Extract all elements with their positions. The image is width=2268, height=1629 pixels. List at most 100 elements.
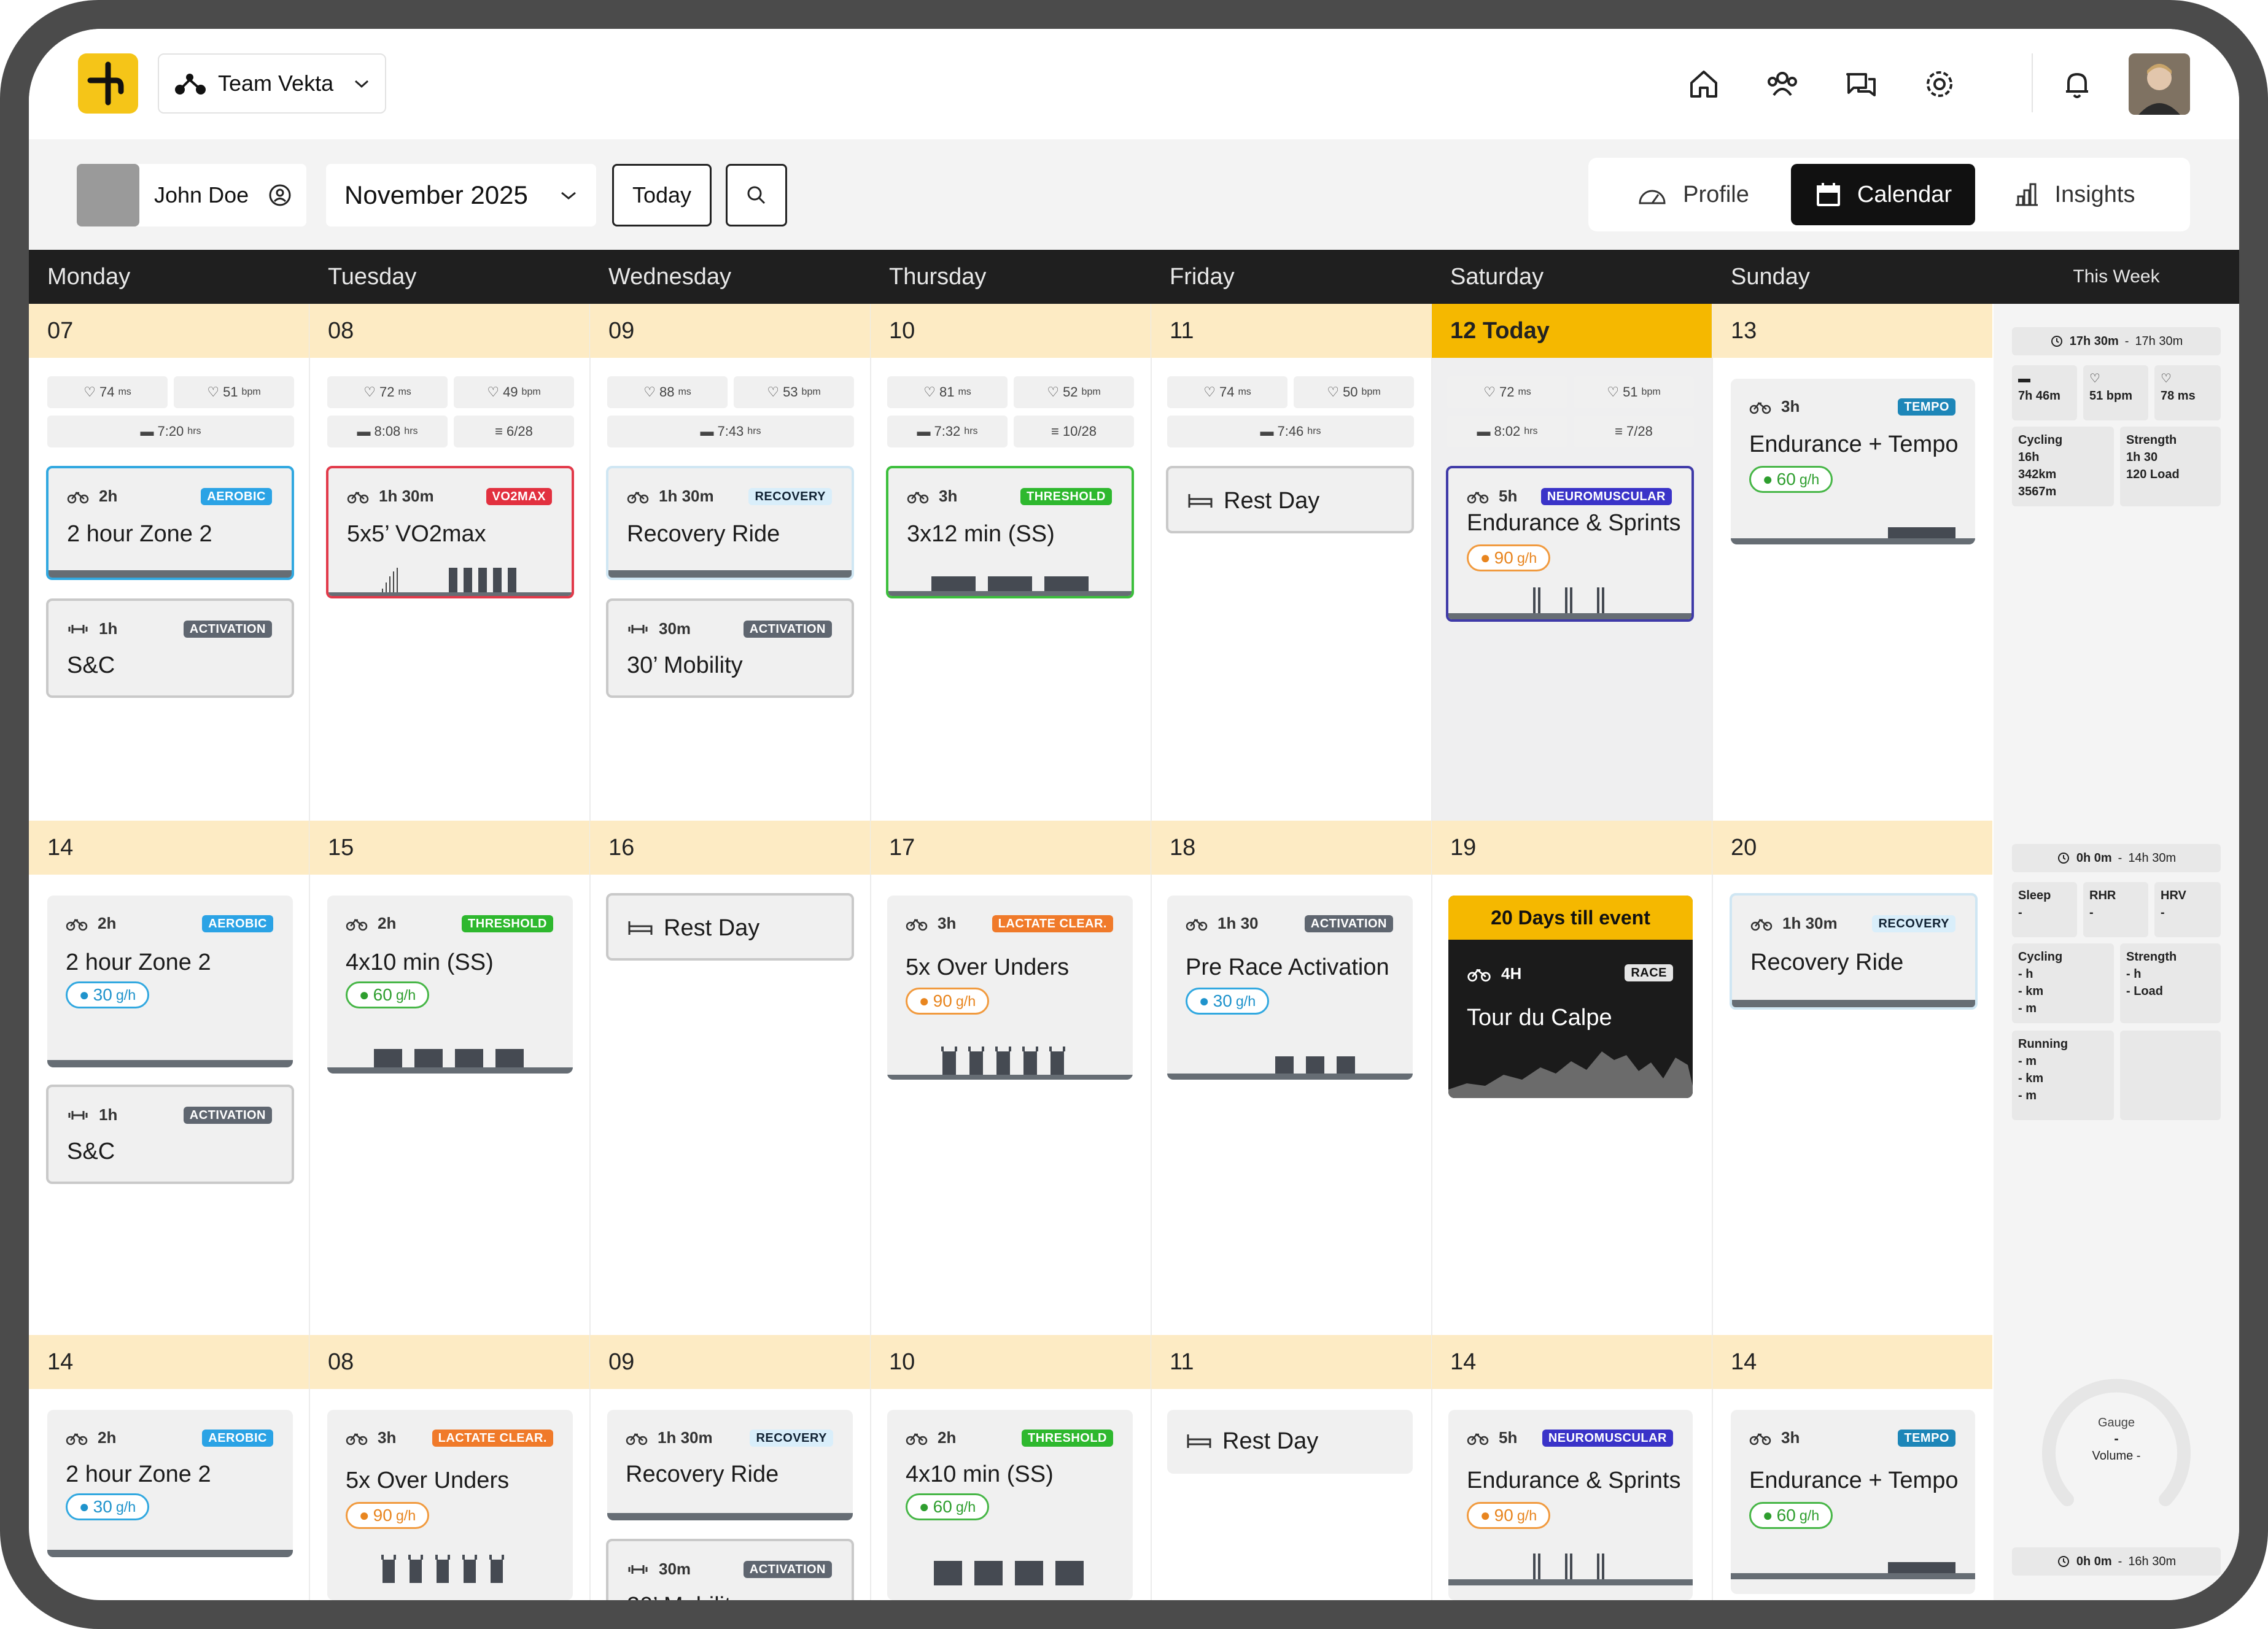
workout-card[interactable]: 2h AEROBIC 2 hour Zone 2 (46, 466, 294, 580)
week-cycling-box: Cycling - h - km - m (2012, 943, 2114, 1023)
workout-card[interactable]: 3h TEMPO Endurance + Tempo ● 60 g/h (1731, 379, 1975, 544)
date-cell[interactable]: 15 (309, 821, 589, 875)
user-avatar[interactable] (2129, 53, 2190, 115)
clock-icon (2057, 1556, 2069, 1567)
workout-card[interactable]: 3h THRESHOLD 3x12 min (SS) (886, 466, 1134, 598)
workout-card[interactable]: 5h NEUROMUSCULAR Endurance & Sprints ● 90… (1448, 1410, 1693, 1600)
date-cell[interactable]: 20 (1712, 821, 1992, 875)
date-cell[interactable]: 18 (1151, 821, 1431, 875)
date-cell[interactable]: 07 (29, 304, 309, 358)
date-cell[interactable]: 16 (590, 821, 870, 875)
date-cell[interactable]: 14 (29, 1335, 309, 1389)
column-divider (1151, 304, 1152, 1600)
workout-card[interactable]: 30m ACTIVATION 30’ Mobility (606, 1539, 854, 1600)
settings-icon[interactable] (1921, 66, 1958, 103)
chat-icon[interactable] (1843, 66, 1879, 103)
tab-calendar[interactable]: Calendar (1791, 164, 1975, 225)
workout-card[interactable]: 1h 30m RECOVERY Recovery Ride (607, 1410, 853, 1520)
workout-card[interactable]: 3h LACTATE CLEAR. 5x Over Unders ● 90 g/h (327, 1410, 573, 1600)
workout-card[interactable]: 1h ACTIVATION S&C (46, 598, 294, 698)
workout-duration: 1h 30m (659, 487, 714, 505)
workout-card[interactable]: 3h TEMPO Endurance + Tempo ● 60 g/h (1731, 1410, 1975, 1594)
date-cell[interactable]: 09 (590, 304, 870, 358)
workout-card[interactable]: 2h AEROBIC 2 hour Zone 2 ● 30 g/h (47, 1410, 293, 1557)
athletes-icon[interactable] (1764, 66, 1801, 103)
workout-card[interactable]: 1h 30 ACTIVATION Pre Race Activation ● 30… (1167, 896, 1413, 1080)
today-button[interactable]: Today (612, 164, 712, 226)
this-week-label: This Week (2073, 266, 2160, 287)
workout-meta: 4H (1467, 964, 1521, 983)
date-cell[interactable]: 09 (590, 1335, 870, 1389)
month-selector[interactable]: November 2025 (326, 164, 596, 226)
week-strength-hours: - h (2126, 967, 2142, 981)
sleep-value: 7:32 (934, 424, 961, 439)
notifications-icon[interactable] (2059, 66, 2095, 103)
workout-card[interactable]: 1h 30m RECOVERY Recovery Ride (1730, 893, 1978, 1010)
tab-profile[interactable]: Profile (1601, 164, 1785, 225)
fuel-icon: ● (79, 1497, 90, 1516)
workout-duration: 1h 30 (1217, 914, 1259, 932)
date-cell[interactable]: 17 (871, 821, 1151, 875)
sleep-unit: hrs (404, 426, 418, 436)
week-hrv-value: - (2161, 906, 2165, 919)
search-button[interactable] (726, 164, 787, 226)
date-cell[interactable]: 08 (309, 304, 589, 358)
workout-title: 4x10 min (SS) (906, 1461, 1054, 1487)
race-card[interactable]: 20 Days till event 4H RACE Tour du Calpe (1448, 896, 1693, 1098)
workout-card[interactable]: 5h NEUROMUSCULAR Endurance & Sprints ● 90… (1446, 466, 1694, 622)
date-cell[interactable]: 14 (1712, 1335, 1992, 1389)
date-cell[interactable]: 19 (1432, 821, 1712, 875)
workout-card[interactable]: 30m ACTIVATION 30’ Mobility (606, 598, 854, 698)
bed-icon (1188, 494, 1213, 508)
workout-card[interactable]: 1h 30m VO2MAX 5x5’ VO2max (326, 466, 574, 598)
date-cell[interactable]: 14 (29, 821, 309, 875)
workout-profile-chart (381, 1555, 504, 1583)
workout-title: Rest Day (664, 915, 760, 941)
workout-profile-chart (1448, 1554, 1693, 1585)
sleep-metric: ▬ 7:43 hrs (607, 416, 854, 447)
fuel-icon: ● (1762, 1506, 1773, 1525)
fuel-icon: ● (1762, 470, 1773, 489)
workout-card[interactable]: 3h LACTATE CLEAR. 5x Over Unders ● 90 g/h (887, 896, 1133, 1080)
app-logo[interactable] (78, 53, 138, 114)
dumbbell-icon (68, 624, 88, 633)
carb-value: 90 (933, 991, 952, 1010)
workout-profile-chart (1731, 527, 1975, 544)
team-selector[interactable]: Team Vekta (158, 53, 386, 114)
athlete-selector[interactable]: John Doe (77, 164, 306, 226)
date-cell[interactable]: 11 (1151, 304, 1431, 358)
home-icon[interactable] (1685, 66, 1722, 103)
rest-day-card[interactable]: Rest Day (1167, 1410, 1413, 1474)
sleep-value: 8:08 (374, 424, 401, 439)
date-cell-today[interactable]: 12 Today (1432, 304, 1712, 358)
date-cell[interactable]: 10 (871, 304, 1151, 358)
date-cell[interactable]: 08 (309, 1335, 589, 1389)
rest-day-card[interactable]: Rest Day (1166, 466, 1414, 533)
rhr-value: 50 (1343, 384, 1358, 400)
workout-card[interactable]: 1h ACTIVATION S&C (46, 1085, 294, 1184)
hrv-value: 81 (939, 384, 955, 400)
date-cell[interactable]: 14 (1432, 1335, 1712, 1389)
workout-card[interactable]: 1h 30m RECOVERY Recovery Ride (606, 466, 854, 580)
date-cell[interactable]: 11 (1151, 1335, 1431, 1389)
workout-card[interactable]: 2h THRESHOLD 4x10 min (SS) ● 60 g/h (327, 896, 573, 1074)
rest-day-card[interactable]: Rest Day (606, 893, 854, 961)
weekday-label: Saturday (1450, 264, 1544, 290)
race-badge: RACE (1625, 964, 1673, 981)
hrv-unit: ms (1238, 387, 1251, 397)
fuel-icon: ● (359, 1506, 370, 1525)
workout-profile-chart (1448, 587, 1691, 619)
workout-profile-chart (887, 1047, 1133, 1080)
workout-profile-chart (327, 1049, 573, 1074)
switch-athlete-icon[interactable] (266, 181, 294, 209)
workout-card[interactable]: 2h AEROBIC 2 hour Zone 2 ● 30 g/h (47, 896, 293, 1067)
workout-meta: 3h (906, 914, 956, 933)
date-cell[interactable]: 13 (1712, 304, 1992, 358)
list-icon: ≡ (495, 424, 503, 439)
date-cell[interactable]: 10 (871, 1335, 1151, 1389)
carb-value: 60 (1776, 1506, 1796, 1525)
workout-card[interactable]: 2h THRESHOLD 4x10 min (SS) ● 60 g/h (887, 1410, 1133, 1600)
carb-value: 60 (1776, 470, 1796, 489)
sleep-metric: ▬ 7:46 hrs (1167, 416, 1414, 447)
tab-insights[interactable]: Insights (1981, 164, 2165, 225)
